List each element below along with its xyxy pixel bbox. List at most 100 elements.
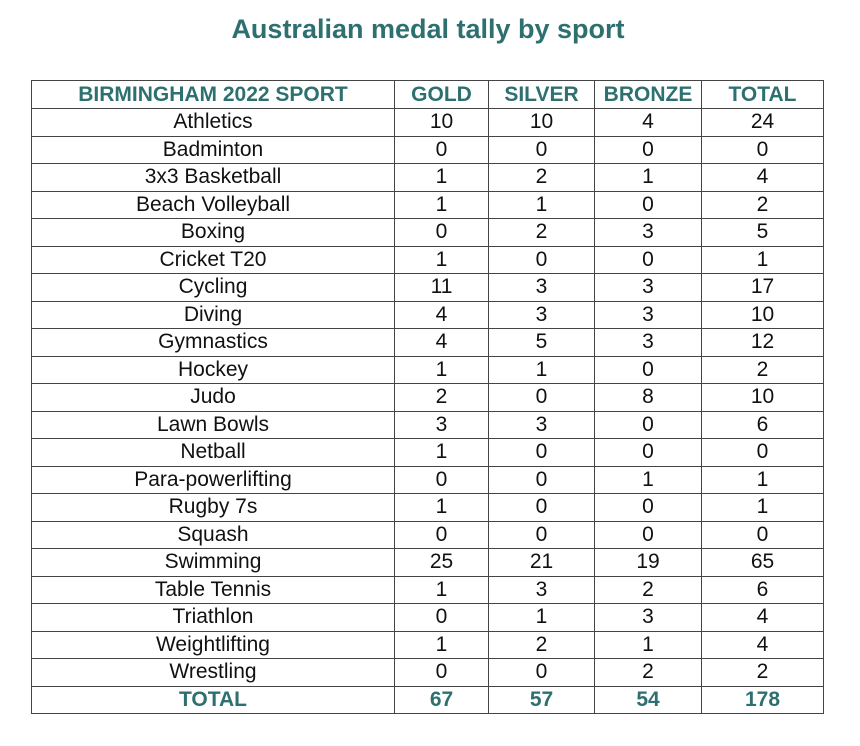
cell-bronze: 1 bbox=[594, 630, 702, 659]
cell-sport: Lawn Bowls bbox=[31, 410, 395, 439]
cell-bronze: 19 bbox=[594, 548, 702, 577]
cell-gold: 1 bbox=[394, 438, 489, 467]
cell-silver: 3 bbox=[488, 575, 595, 604]
table-row: Diving 4 3 3 10 bbox=[31, 300, 824, 329]
table-row: Cycling 11 3 3 17 bbox=[31, 273, 824, 302]
cell-total: 0 bbox=[701, 438, 824, 467]
cell-bronze: 3 bbox=[594, 273, 702, 302]
cell-total: 1 bbox=[701, 493, 824, 522]
column-header-bronze: BRONZE bbox=[594, 80, 702, 109]
column-header-sport: BIRMINGHAM 2022 SPORT bbox=[31, 80, 395, 109]
cell-total: 5 bbox=[701, 218, 824, 247]
cell-silver: 3 bbox=[488, 273, 595, 302]
cell-silver: 0 bbox=[488, 438, 595, 467]
cell-bronze: 0 bbox=[594, 190, 702, 219]
column-header-total: TOTAL bbox=[701, 80, 824, 109]
cell-total: 1 bbox=[701, 465, 824, 494]
cell-total: 4 bbox=[701, 603, 824, 632]
cell-gold: 0 bbox=[394, 135, 489, 164]
cell-sport: Weightlifting bbox=[31, 630, 395, 659]
cell-sport: Cricket T20 bbox=[31, 245, 395, 274]
cell-silver: 2 bbox=[488, 218, 595, 247]
cell-total: 10 bbox=[701, 383, 824, 412]
cell-bronze: 0 bbox=[594, 438, 702, 467]
cell-gold: 1 bbox=[394, 575, 489, 604]
cell-total: 2 bbox=[701, 190, 824, 219]
cell-bronze: 4 bbox=[594, 108, 702, 137]
totals-row: TOTAL 67 57 54 178 bbox=[31, 685, 824, 714]
cell-silver: 1 bbox=[488, 190, 595, 219]
cell-sport: Swimming bbox=[31, 548, 395, 577]
cell-silver: 5 bbox=[488, 328, 595, 357]
cell-bronze: 3 bbox=[594, 300, 702, 329]
cell-bronze: 0 bbox=[594, 135, 702, 164]
cell-silver: 0 bbox=[488, 383, 595, 412]
totals-label: TOTAL bbox=[31, 685, 395, 714]
table-row: Boxing 0 2 3 5 bbox=[31, 218, 824, 247]
cell-total: 6 bbox=[701, 410, 824, 439]
table-row: Lawn Bowls 3 3 0 6 bbox=[31, 410, 824, 439]
cell-silver: 0 bbox=[488, 520, 595, 549]
cell-bronze: 3 bbox=[594, 328, 702, 357]
cell-total: 1 bbox=[701, 245, 824, 274]
cell-bronze: 2 bbox=[594, 658, 702, 687]
cell-total: 17 bbox=[701, 273, 824, 302]
cell-bronze: 0 bbox=[594, 520, 702, 549]
table-row: Hockey 1 1 0 2 bbox=[31, 355, 824, 384]
cell-sport: 3x3 Basketball bbox=[31, 163, 395, 192]
cell-silver: 21 bbox=[488, 548, 595, 577]
cell-total: 65 bbox=[701, 548, 824, 577]
table-row: Badminton 0 0 0 0 bbox=[31, 135, 824, 164]
cell-gold: 0 bbox=[394, 218, 489, 247]
cell-sport: Beach Volleyball bbox=[31, 190, 395, 219]
cell-bronze: 8 bbox=[594, 383, 702, 412]
cell-gold: 25 bbox=[394, 548, 489, 577]
column-header-gold: GOLD bbox=[394, 80, 489, 109]
cell-total: 12 bbox=[701, 328, 824, 357]
table-row: Weightlifting 1 2 1 4 bbox=[31, 630, 824, 659]
cell-gold: 0 bbox=[394, 465, 489, 494]
cell-total: 6 bbox=[701, 575, 824, 604]
table-body: Athletics 10 10 4 24 Badminton 0 0 0 0 3x3 Basketb… bbox=[31, 108, 824, 687]
cell-sport: Rugby 7s bbox=[31, 493, 395, 522]
table-row: Athletics 10 10 4 24 bbox=[31, 108, 824, 137]
cell-sport: Para-powerlifting bbox=[31, 465, 395, 494]
cell-sport: Diving bbox=[31, 300, 395, 329]
cell-total: 24 bbox=[701, 108, 824, 137]
cell-total: 4 bbox=[701, 163, 824, 192]
cell-silver: 2 bbox=[488, 163, 595, 192]
table-row: Wrestling 0 0 2 2 bbox=[31, 658, 824, 687]
cell-bronze: 3 bbox=[594, 603, 702, 632]
cell-gold: 0 bbox=[394, 658, 489, 687]
table-row: Para-powerlifting 0 0 1 1 bbox=[31, 465, 824, 494]
cell-gold: 3 bbox=[394, 410, 489, 439]
cell-gold: 1 bbox=[394, 630, 489, 659]
table-row: Triathlon 0 1 3 4 bbox=[31, 603, 824, 632]
header-row: BIRMINGHAM 2022 SPORT GOLD SILVER BRONZE… bbox=[31, 80, 824, 109]
totals-total: 178 bbox=[701, 685, 824, 714]
cell-sport: Athletics bbox=[31, 108, 395, 137]
cell-sport: Netball bbox=[31, 438, 395, 467]
table-row: Squash 0 0 0 0 bbox=[31, 520, 824, 549]
totals-gold: 67 bbox=[394, 685, 489, 714]
cell-gold: 4 bbox=[394, 300, 489, 329]
medal-tally-table: BIRMINGHAM 2022 SPORT GOLD SILVER BRONZE… bbox=[31, 80, 824, 714]
cell-total: 2 bbox=[701, 658, 824, 687]
cell-silver: 2 bbox=[488, 630, 595, 659]
cell-total: 10 bbox=[701, 300, 824, 329]
cell-silver: 10 bbox=[488, 108, 595, 137]
cell-sport: Boxing bbox=[31, 218, 395, 247]
cell-sport: Table Tennis bbox=[31, 575, 395, 604]
table-title: Australian medal tally by sport bbox=[231, 14, 625, 44]
cell-gold: 1 bbox=[394, 493, 489, 522]
table-row: 3x3 Basketball 1 2 1 4 bbox=[31, 163, 824, 192]
cell-gold: 1 bbox=[394, 190, 489, 219]
table-row: Judo 2 0 8 10 bbox=[31, 383, 824, 412]
cell-sport: Squash bbox=[31, 520, 395, 549]
cell-gold: 1 bbox=[394, 163, 489, 192]
cell-silver: 3 bbox=[488, 410, 595, 439]
cell-sport: Judo bbox=[31, 383, 395, 412]
cell-silver: 0 bbox=[488, 245, 595, 274]
cell-sport: Wrestling bbox=[31, 658, 395, 687]
cell-sport: Triathlon bbox=[31, 603, 395, 632]
